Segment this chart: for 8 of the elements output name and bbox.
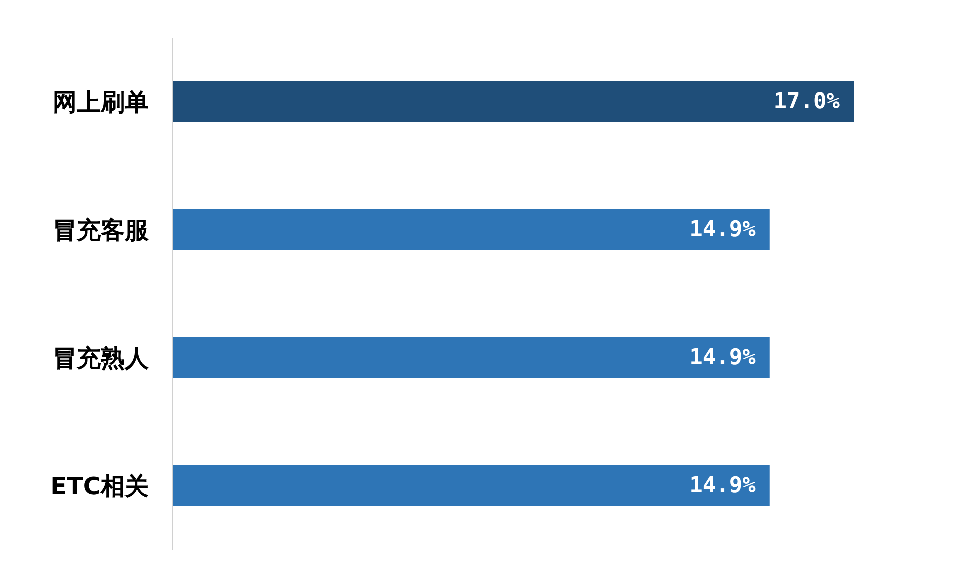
data-label: 14.9% <box>690 218 757 243</box>
data-label: 14.9% <box>690 346 757 371</box>
y-tick-label: ETC相关 <box>50 472 149 501</box>
y-tick-label: 冒充客服 <box>53 216 150 245</box>
y-tick-label: 网上刷单 <box>53 88 149 117</box>
data-label: 14.9% <box>690 474 757 499</box>
data-label: 17.0% <box>774 90 841 115</box>
y-tick-label: 冒充熟人 <box>53 344 150 373</box>
